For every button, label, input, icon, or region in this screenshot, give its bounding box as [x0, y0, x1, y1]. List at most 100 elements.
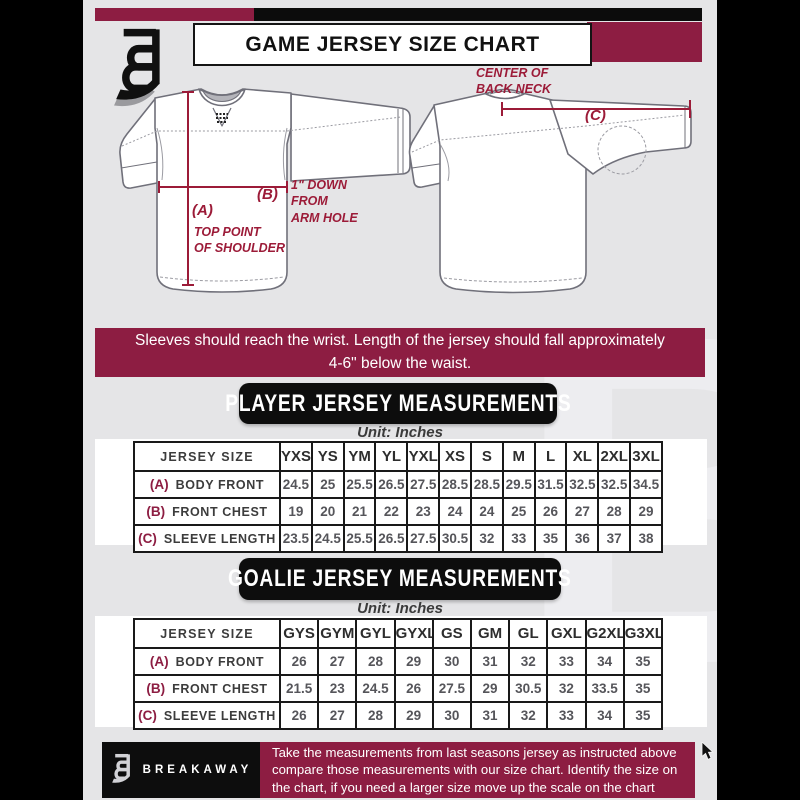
measurement-row: (B) FRONT CHEST 21.5 23 24.5 26 27.5 29 30.5 32 33…	[133, 674, 664, 703]
size-column-header: G2XL	[584, 618, 625, 649]
row-key: (C)	[138, 530, 157, 546]
size-column-header: YM	[342, 441, 377, 472]
measurement-cell: 28	[355, 647, 396, 676]
measurement-cell: 28.5	[438, 470, 472, 499]
measurement-cell: 24.5	[310, 524, 345, 553]
footer-brand-name: BREAKAWAY	[142, 764, 253, 776]
row-label: BODY FRONT	[175, 477, 265, 492]
measurement-cell: 25	[310, 470, 345, 499]
measurement-cell: 35	[622, 674, 664, 703]
measurement-cell: 32	[508, 647, 549, 676]
row-key: (B)	[146, 680, 166, 696]
measurement-cell: 23	[406, 497, 441, 526]
page-title: GAME JERSEY SIZE CHART	[245, 32, 540, 56]
measurement-cell: 26	[278, 701, 320, 730]
measurement-cell: 30	[431, 701, 472, 730]
measurement-cell: 19	[279, 497, 313, 526]
row-label: SLEEVE LENGTH	[163, 708, 276, 723]
annotation-caption-b: 1" DOWN FROM ARM HOLE	[291, 178, 358, 225]
measurement-cell: 30	[431, 647, 472, 676]
measurement-cell: 29.5	[501, 470, 536, 499]
player-unit-label: Unit: Inches	[357, 424, 443, 441]
measurement-cell: 21.5	[278, 674, 320, 703]
size-column-header: GXL	[546, 618, 587, 649]
size-column-header: L	[533, 441, 568, 472]
measurement-cell: 26.5	[374, 470, 409, 499]
size-column-header: YS	[310, 441, 345, 472]
top-bar-black-segment	[254, 8, 702, 21]
measurement-cell: 21	[342, 497, 377, 526]
goalie-unit-label: Unit: Inches	[357, 600, 443, 617]
size-column-header: GYXL	[393, 618, 434, 649]
measurement-row: (A) BODY FRONT 24.5 25 25.5 26.5 27.5 28.5 28.5 2…	[133, 470, 663, 499]
measurement-cell: 28	[597, 497, 632, 526]
back-dimension-line	[501, 100, 691, 118]
measurement-cell: 32.5	[565, 470, 600, 499]
measurement-cell: 32.5	[597, 470, 632, 499]
row-label-cell: (A) BODY FRONT	[133, 647, 281, 676]
measurement-cell: 35	[533, 524, 568, 553]
fit-note-banner: Sleeves should reach the wrist. Length o…	[95, 328, 705, 377]
page-title-box: GAME JERSEY SIZE CHART	[193, 23, 592, 66]
measurement-row: (C) SLEEVE LENGTH 26 27 28 29 30 31 32 33 34 35	[133, 701, 664, 730]
footer-breakaway-logo-icon	[111, 753, 130, 783]
goalie-section-header: GOALIE JERSEY MEASUREMENTS	[228, 558, 571, 600]
measurement-cell: 25.5	[342, 524, 377, 553]
row-label-cell: (A) BODY FRONT	[133, 470, 281, 499]
measurement-cell: 27	[565, 497, 600, 526]
breakaway-b-logo-icon	[114, 28, 160, 107]
size-column-header: YL	[374, 441, 409, 472]
measurement-cell: 34	[584, 701, 625, 730]
size-table: JERSEY SIZE GYS GYM GYL GYXL GS GM GL GXL G2XL G3X…	[133, 618, 664, 730]
measurement-cell: 26	[393, 674, 434, 703]
measurement-cell: 24.5	[355, 674, 396, 703]
table-corner-label: JERSEY SIZE	[133, 441, 281, 472]
measurement-cell: 24	[438, 497, 472, 526]
measurement-cell: 35	[622, 647, 664, 676]
row-key: (A)	[149, 476, 169, 492]
row-label-cell: (C) SLEEVE LENGTH	[133, 701, 281, 730]
annotation-key-b: (B)	[257, 186, 278, 203]
back-jersey-diagram	[408, 88, 692, 294]
measurement-cell: 30.5	[438, 524, 472, 553]
measurement-cell: 27.5	[431, 674, 472, 703]
player-section-header: PLAYER JERSEY MEASUREMENTS	[225, 383, 570, 424]
measurement-row: (C) SLEEVE LENGTH 23.5 24.5 25.5 26.5 27.5 30.5…	[133, 524, 663, 553]
measurement-cell: 29	[393, 701, 434, 730]
row-label: BODY FRONT	[175, 654, 265, 669]
size-column-header: S	[469, 441, 504, 472]
size-column-header: 2XL	[597, 441, 632, 472]
measurement-row: (B) FRONT CHEST 19 20 21 22 23 24 24 25 26 27 28 29	[133, 497, 663, 526]
measurement-cell: 29	[393, 647, 434, 676]
row-label: SLEEVE LENGTH	[163, 531, 276, 546]
mouse-cursor-icon	[701, 742, 714, 760]
measurement-cell: 27	[317, 701, 358, 730]
row-key: (B)	[146, 503, 166, 519]
measurement-cell: 33	[546, 701, 587, 730]
size-column-header: 3XL	[629, 441, 663, 472]
size-column-header: GM	[469, 618, 511, 649]
size-table: JERSEY SIZE YXS YS YM YL YXL XS S M L XL 2XL 3XL (A) B…	[133, 441, 663, 553]
title-accent-block	[587, 22, 702, 62]
table-corner-label: JERSEY SIZE	[133, 618, 281, 649]
size-table-header-row: JERSEY SIZE YXS YS YM YL YXL XS S M L XL 2XL 3XL	[133, 441, 663, 472]
back-collar	[485, 88, 525, 100]
measurement-cell: 33.5	[584, 674, 625, 703]
measurement-cell: 27.5	[406, 524, 441, 553]
measurement-cell: 34.5	[629, 470, 663, 499]
measurement-cell: 38	[629, 524, 663, 553]
measurement-cell: 35	[622, 701, 664, 730]
measurement-cell: 24.5	[279, 470, 313, 499]
measurement-cell: 22	[374, 497, 409, 526]
size-column-header: YXS	[279, 441, 313, 472]
size-column-header: G3XL	[622, 618, 664, 649]
measurement-cell: 31	[469, 647, 511, 676]
row-key: (C)	[138, 707, 157, 723]
measurement-cell: 25	[501, 497, 536, 526]
measurement-cell: 27.5	[406, 470, 441, 499]
measurement-row: (A) BODY FRONT 26 27 28 29 30 31 32 33 34 35	[133, 647, 664, 676]
measurement-cell: 34	[584, 647, 625, 676]
row-label: FRONT CHEST	[172, 504, 268, 519]
size-column-header: M	[501, 441, 536, 472]
